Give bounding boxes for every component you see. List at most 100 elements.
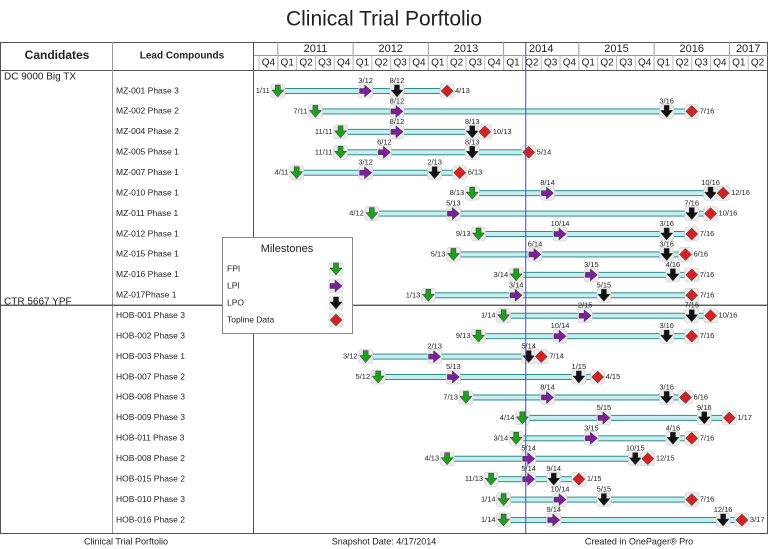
milestone-marker: [509, 288, 523, 302]
legend-label: FPI: [227, 263, 240, 273]
milestone-marker: [716, 513, 730, 527]
milestone-label: 1/15: [572, 362, 587, 371]
legend-label: LPI: [227, 280, 240, 290]
milestone-marker: [497, 309, 511, 323]
milestone-label: 4/13: [425, 454, 440, 463]
milestone-label: 4/13: [455, 86, 470, 95]
milestone-label: 8/14: [540, 382, 555, 391]
milestone-marker: [685, 227, 699, 241]
milestone-marker: [428, 350, 441, 364]
milestone-label: 10/16: [719, 311, 738, 320]
milestone-marker: [572, 370, 586, 384]
milestone-marker: [522, 472, 536, 486]
milestone-marker: [685, 207, 699, 220]
row-name: MZ-012 Phase 1: [116, 228, 179, 238]
row-name: HOB-003 Phase 1: [116, 351, 185, 361]
milestone-marker: [704, 186, 718, 200]
duration-bar: [503, 517, 743, 524]
quarter-label: Q2: [751, 58, 765, 69]
milestone-label: 3/16: [659, 96, 674, 105]
quarter-label: Q3: [619, 58, 633, 69]
milestone-label: 12/16: [714, 505, 733, 514]
quarter-label: Q2: [375, 58, 389, 69]
milestone-marker: [685, 105, 699, 118]
milestone-label: 3/12: [343, 352, 358, 361]
milestone-label: 7/16: [700, 331, 715, 340]
milestone-marker: [329, 262, 343, 276]
quarter-label: Q4: [337, 58, 351, 69]
milestone-label: 7/16: [700, 229, 715, 238]
milestone-label: 9/14: [546, 464, 561, 473]
legend-title: Milestones: [261, 243, 314, 255]
milestone-label: 6/13: [468, 168, 483, 177]
quarter-label: Q1: [281, 58, 295, 69]
milestone-marker: [329, 296, 343, 310]
milestone-marker: [660, 227, 674, 241]
milestone-label: 5/15: [597, 280, 612, 289]
milestone-label: 3/15: [584, 423, 599, 432]
milestone-marker: [704, 309, 717, 323]
milestone-label: 5/14: [521, 342, 536, 351]
milestone-label: 7/14: [549, 352, 564, 361]
milestone-marker: [541, 390, 554, 404]
milestone-label: 5/14: [521, 464, 536, 473]
milestone-marker: [471, 329, 486, 343]
milestone-marker: [597, 289, 611, 302]
milestone-label: 12/15: [656, 454, 675, 463]
milestone-label: 9/14: [546, 505, 561, 514]
milestone-marker: [290, 166, 304, 180]
row-name: MZ-004 Phase 2: [116, 126, 179, 136]
row-name: MZ-011 Phase 1: [116, 208, 178, 218]
milestone-marker: [660, 329, 674, 343]
legend-label: Topline Data: [227, 314, 275, 324]
milestone-marker: [628, 452, 642, 466]
milestone-marker: [453, 166, 467, 180]
milestone-marker: [597, 493, 611, 506]
quarter-label: Q2: [450, 58, 464, 69]
milestone-marker: [428, 166, 442, 180]
year-label: 2016: [679, 43, 703, 55]
milestone-label: 7/16: [700, 106, 715, 115]
duration-bar: [515, 435, 693, 442]
milestone-label: 2/15: [578, 301, 593, 310]
quarter-label: Q3: [393, 58, 407, 69]
milestone-label: 5/13: [446, 199, 461, 208]
milestone-marker: [553, 329, 567, 343]
milestone-label: 7/16: [700, 290, 715, 299]
duration-bar: [365, 353, 542, 360]
row-name: HOB-016 Phase 2: [116, 514, 185, 524]
quarter-label: Q1: [356, 58, 370, 69]
row-name: HOB-008 Phase 2: [116, 453, 185, 463]
footer-text: Snapshot Date: 4/17/2014: [332, 536, 437, 546]
milestone-label: 11/11: [315, 147, 333, 156]
milestone-label: 1/11: [256, 86, 270, 95]
year-label: 2012: [378, 43, 402, 55]
milestone-label: 2/13: [427, 342, 442, 351]
duration-bar: [446, 455, 649, 462]
milestone-label: 10/15: [626, 444, 645, 453]
milestone-marker: [641, 452, 655, 466]
year-label: 2014: [529, 43, 553, 55]
milestone-marker: [553, 493, 567, 507]
milestone-label: 7/16: [684, 199, 699, 208]
column-header: Lead Compounds: [140, 51, 225, 62]
milestone-label: 5/14: [537, 147, 552, 156]
milestone-label: 8/12: [390, 76, 405, 85]
year-label: 2011: [304, 43, 328, 55]
quarter-label: Q4: [713, 58, 727, 69]
milestone-label: 3/14: [509, 280, 524, 289]
milestone-marker: [447, 370, 460, 384]
milestone-label: 3/15: [584, 260, 599, 269]
row-name: MZ-015 Phase 1: [116, 249, 179, 259]
milestone-label: 3/16: [659, 219, 674, 228]
milestone-marker: [271, 84, 285, 98]
milestone-label: 10/13: [493, 127, 512, 136]
milestone-label: 4/16: [666, 423, 681, 432]
milestone-marker: [685, 329, 699, 343]
quarter-label: Q2: [676, 58, 690, 69]
milestone-marker: [333, 125, 348, 139]
duration-bar: [314, 108, 693, 115]
duration-bar: [515, 271, 693, 278]
duration-bar: [340, 149, 530, 156]
year-label: 2013: [454, 43, 478, 55]
